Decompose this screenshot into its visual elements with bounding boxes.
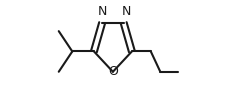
Text: N: N (122, 5, 131, 18)
Text: O: O (108, 65, 118, 78)
Text: N: N (97, 5, 107, 18)
